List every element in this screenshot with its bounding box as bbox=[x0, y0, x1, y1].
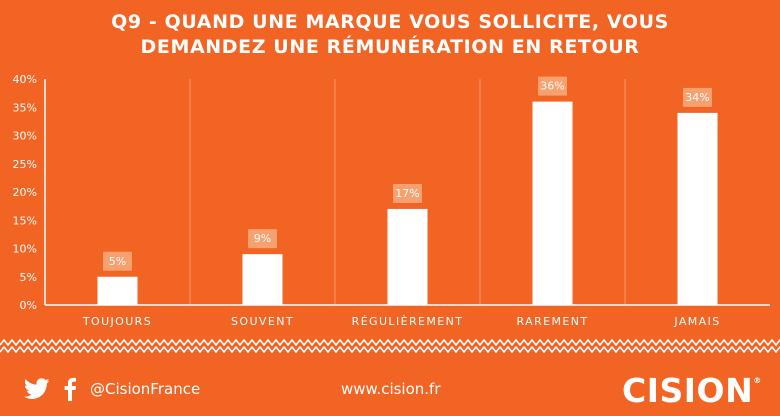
zigzag-divider-top bbox=[0, 339, 780, 347]
bar bbox=[677, 112, 718, 306]
bar bbox=[532, 101, 573, 305]
data-label: 34% bbox=[685, 91, 709, 104]
y-tick-label: 20% bbox=[13, 186, 37, 199]
bar bbox=[97, 276, 138, 305]
y-tick-label: 15% bbox=[13, 214, 37, 227]
bar bbox=[387, 208, 428, 305]
footer: @CisionFrance www.cision.fr CISION® bbox=[0, 364, 780, 416]
data-label-box bbox=[248, 229, 277, 249]
x-tick-label: RAREMENT bbox=[517, 315, 589, 328]
x-tick-label: RÉGULIÈREMENT bbox=[352, 315, 464, 328]
data-label: 17% bbox=[395, 187, 419, 200]
y-tick-label: 10% bbox=[13, 243, 37, 256]
registered-mark: ® bbox=[753, 376, 762, 385]
cision-logo: CISION® bbox=[622, 371, 762, 410]
twitter-handle[interactable]: @CisionFrance bbox=[90, 380, 201, 398]
data-label-box bbox=[683, 87, 712, 107]
website-link[interactable]: www.cision.fr bbox=[341, 380, 441, 398]
x-tick-label: JAMAIS bbox=[673, 315, 720, 328]
chart-title: Q9 - QUAND UNE MARQUE VOUS SOLLICITE, VO… bbox=[0, 10, 780, 60]
y-tick-label: 30% bbox=[13, 130, 37, 143]
data-label-box bbox=[538, 76, 567, 96]
chart-title-line-1: Q9 - QUAND UNE MARQUE VOUS SOLLICITE, VO… bbox=[111, 11, 669, 33]
data-label: 9% bbox=[254, 232, 271, 245]
y-tick-label: 5% bbox=[20, 271, 37, 284]
bar bbox=[242, 254, 283, 305]
bar-chart: 0% 5% 10% 15% 20% 25% 30% 35% 40% 5% TOUJOURS 9% SOU… bbox=[13, 73, 770, 328]
zigzag-divider-bottom bbox=[0, 346, 780, 354]
data-label-box bbox=[103, 251, 132, 271]
data-label: 5% bbox=[109, 255, 126, 268]
twitter-bird-icon[interactable] bbox=[24, 378, 50, 400]
y-tick-label: 40% bbox=[13, 73, 37, 86]
y-tick-label: 25% bbox=[13, 158, 37, 171]
data-label-box bbox=[393, 183, 422, 203]
y-tick-label: 35% bbox=[13, 101, 37, 114]
y-tick-label: 0% bbox=[20, 299, 37, 312]
cision-logo-text: CISION bbox=[622, 371, 754, 410]
data-label: 36% bbox=[540, 80, 564, 93]
x-tick-label: SOUVENT bbox=[231, 315, 294, 328]
chart-title-line-2: DEMANDEZ UNE RÉMUNÉRATION EN RETOUR bbox=[140, 36, 640, 58]
x-tick-label: TOUJOURS bbox=[82, 315, 152, 328]
facebook-f-icon[interactable] bbox=[64, 377, 76, 401]
